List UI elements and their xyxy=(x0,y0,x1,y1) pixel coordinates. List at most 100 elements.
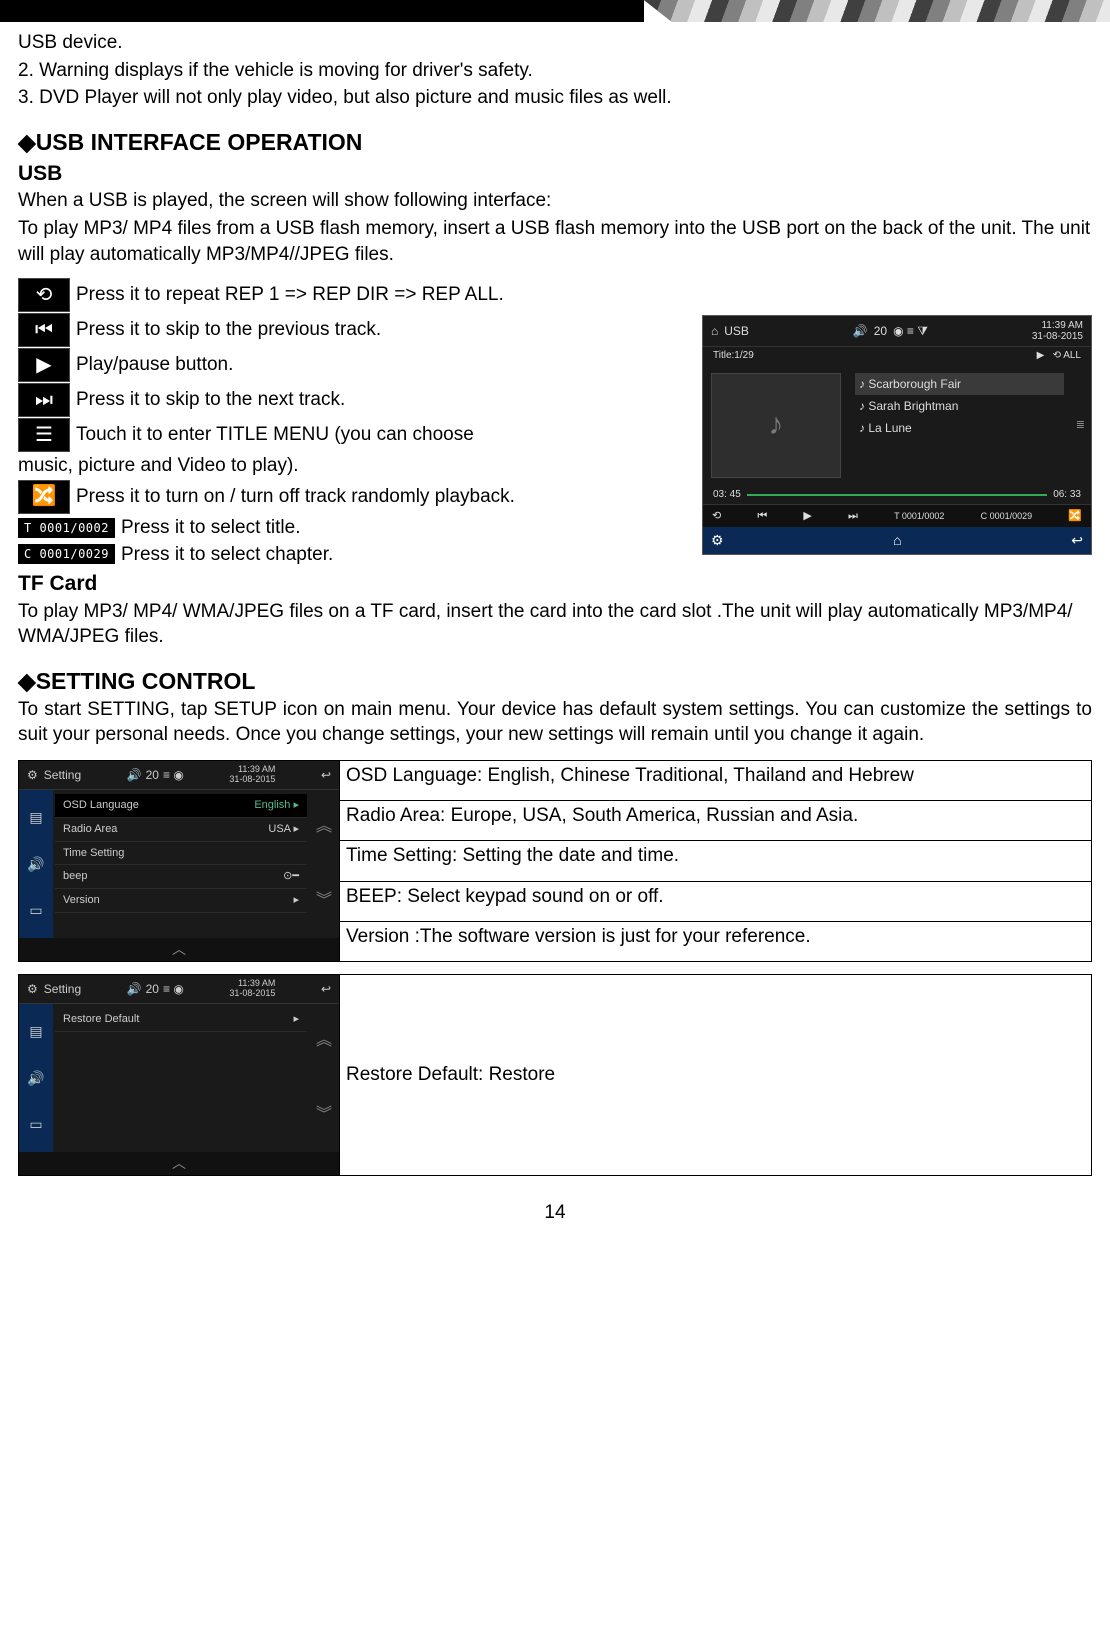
intro-line-1: USB device. xyxy=(18,30,1092,56)
restore-date: 31-08-2015 xyxy=(229,989,275,999)
intro-line-2: 2. Warning displays if the vehicle is mo… xyxy=(18,58,1092,84)
total: 06: 33 xyxy=(1053,488,1081,502)
track-index: Title:1/29 xyxy=(713,349,754,363)
side-icon-3: ▭ xyxy=(29,901,42,920)
restore-row-label: Restore Default xyxy=(63,1012,139,1027)
setting-desc-5: Version :The software version is just fo… xyxy=(340,921,1092,961)
shuffle-desc: Press it to turn on / turn off track ran… xyxy=(76,484,515,510)
usb-heading: ◆USB INTERFACE OPERATION xyxy=(18,127,1092,158)
side-icon-2: 🔊 xyxy=(27,855,44,874)
settings-vol: 20 xyxy=(146,767,159,783)
chapter-badge: C 0001/0029 xyxy=(18,544,115,564)
set-r2-val: USA xyxy=(268,823,290,835)
setting-desc-3: Time Setting: Setting the date and time. xyxy=(340,841,1092,881)
prev-desc: Press it to skip to the previous track. xyxy=(76,317,381,343)
header-stripe xyxy=(0,0,1110,22)
ctrl-prev-icon: ⏮ xyxy=(754,509,770,524)
caret-up-icon: ︿ xyxy=(19,1152,339,1175)
settings-screenshot-2: ⚙ Setting 🔊20 ≡ ◉ 11:39 AM 31-08-2015 ↩ … xyxy=(19,975,339,1175)
ctrl-shuffle-icon: 🔀 xyxy=(1065,509,1085,524)
set-r1-label: OSD Language xyxy=(63,798,139,813)
usb-screenshot: ⌂ USB 🔊 20 ◉ ≡ ⧩ 11:39 AM 31-08-2015 Tit… xyxy=(702,315,1092,555)
chevron-up-icon: ︽ xyxy=(316,816,332,838)
elapsed: 03: 45 xyxy=(713,488,741,502)
next-track-icon: ⏭ xyxy=(18,383,70,417)
nav-back-icon: ↩ xyxy=(1071,531,1083,550)
setting-body: To start SETTING, tap SETUP icon on main… xyxy=(18,697,1092,748)
title-badge: T 0001/0002 xyxy=(18,518,115,538)
settings-table: ⚙ Setting 🔊20 ≡ ◉ 11:39 AM 31-08-2015 ↩ … xyxy=(18,760,1092,962)
gear-icon: ⚙ xyxy=(27,981,38,997)
setting-desc-4: BEEP: Select keypad sound on or off. xyxy=(340,881,1092,921)
play-desc: Play/pause button. xyxy=(76,352,233,378)
menu-desc: Touch it to enter TITLE MENU (you can ch… xyxy=(76,422,474,448)
ctrl-chapter: C 0001/0029 xyxy=(978,510,1036,522)
set-r1-val: English xyxy=(254,799,290,811)
icon-descriptions: ⟲ Press it to repeat REP 1 => REP DIR =>… xyxy=(18,277,684,568)
settings-date: 31-08-2015 xyxy=(229,775,275,785)
set-r3-label: Time Setting xyxy=(63,846,124,861)
gear-icon: ⚙ xyxy=(27,767,38,783)
restore-vol: 20 xyxy=(146,981,159,997)
track-list: ♪ Scarborough Fair ♪ Sarah Brightman ♪ L… xyxy=(849,365,1070,486)
restore-title: Setting xyxy=(44,981,81,997)
setting-desc-1: OSD Language: English, Chinese Tradition… xyxy=(340,761,1092,801)
usb-shot-vol: 20 xyxy=(874,323,887,339)
track-1: Scarborough Fair xyxy=(868,377,961,391)
usb-shot-date: 31-08-2015 xyxy=(1032,331,1083,342)
track-2: Sarah Brightman xyxy=(868,399,958,413)
settings-title: Setting xyxy=(44,767,81,783)
restore-table: ⚙ Setting 🔊20 ≡ ◉ 11:39 AM 31-08-2015 ↩ … xyxy=(18,974,1092,1176)
shuffle-icon: 🔀 xyxy=(18,480,70,514)
settings-screenshot-1: ⚙ Setting 🔊20 ≡ ◉ 11:39 AM 31-08-2015 ↩ … xyxy=(19,761,339,961)
back-icon: ↩ xyxy=(321,981,331,997)
chapter-badge-desc: Press it to select chapter. xyxy=(121,542,333,568)
ctrl-next-icon: ⏭ xyxy=(845,509,861,524)
volume-icon: 🔊 xyxy=(853,323,868,339)
chevron-down-icon: ︾ xyxy=(316,890,332,912)
usb-shot-title: USB xyxy=(724,323,749,339)
set-r5-label: Version xyxy=(63,893,100,908)
side-icon-1: ▤ xyxy=(29,808,42,827)
play-icon: ▶ xyxy=(18,348,70,382)
chevron-down-icon: ︾ xyxy=(316,1104,332,1126)
restore-desc: Restore Default: Restore xyxy=(340,975,1092,1176)
prev-track-icon: ⏮ xyxy=(18,313,70,347)
album-art-icon: ♪ xyxy=(711,373,841,478)
status-icons: ◉ ≡ ⧩ xyxy=(893,323,928,339)
menu-desc-wrap: music, picture and Video to play). xyxy=(18,453,684,479)
nav-home-icon: ⌂ xyxy=(893,531,901,550)
page-number: 14 xyxy=(18,1200,1092,1226)
set-r2-label: Radio Area xyxy=(63,822,117,837)
nav-gear-icon: ⚙ xyxy=(711,531,724,550)
title-badge-desc: Press it to select title. xyxy=(121,515,301,541)
usb-shot-time: 11:39 AM xyxy=(1032,320,1083,331)
back-icon: ↩ xyxy=(321,767,331,783)
ctrl-title: T 0001/0002 xyxy=(891,510,947,522)
caret-up-icon: ︿ xyxy=(19,938,339,961)
set-r4-label: beep xyxy=(63,869,87,884)
toggle-icon: ⊙━ xyxy=(283,869,299,884)
home-icon: ⌂ xyxy=(711,323,718,339)
tf-body: To play MP3/ MP4/ WMA/JPEG files on a TF… xyxy=(18,599,1092,650)
side-icon-1: ▤ xyxy=(29,1022,42,1041)
setting-desc-2: Radio Area: Europe, USA, South America, … xyxy=(340,801,1092,841)
list-icon: ≣ xyxy=(1070,365,1091,486)
repeat-desc: Press it to repeat REP 1 => REP DIR => R… xyxy=(76,282,504,308)
usb-p2: To play MP3/ MP4 files from a USB flash … xyxy=(18,216,1092,267)
ctrl-play-icon: ▶ xyxy=(800,509,814,524)
setting-heading: ◆SETTING CONTROL xyxy=(18,666,1092,697)
usb-subheading: USB xyxy=(18,160,1092,188)
side-icon-3: ▭ xyxy=(29,1115,42,1134)
ctrl-repeat-icon: ⟲ xyxy=(709,509,724,524)
side-icon-2: 🔊 xyxy=(27,1069,44,1088)
menu-icon: ☰ xyxy=(18,418,70,452)
intro-line-3: 3. DVD Player will not only play video, … xyxy=(18,85,1092,111)
track-3: La Lune xyxy=(868,421,911,435)
next-desc: Press it to skip to the next track. xyxy=(76,387,345,413)
chevron-up-icon: ︽ xyxy=(316,1030,332,1052)
play-mode: ⟲ ALL xyxy=(1053,350,1081,361)
usb-p1: When a USB is played, the screen will sh… xyxy=(18,188,1092,214)
tf-heading: TF Card xyxy=(18,570,1092,598)
repeat-icon: ⟲ xyxy=(18,278,70,312)
